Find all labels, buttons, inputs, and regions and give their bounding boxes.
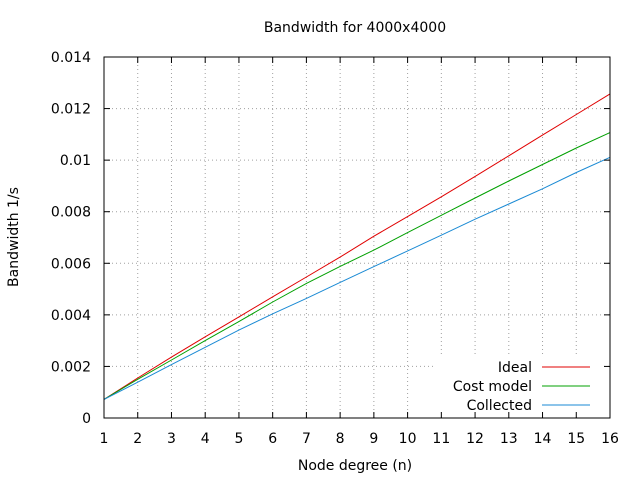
x-tick-label: 5: [234, 431, 243, 447]
chart-title: Bandwidth for 4000x4000: [264, 20, 446, 36]
x-tick-label: 4: [201, 431, 210, 447]
legend-box: [436, 354, 602, 416]
y-tick-label: 0.002: [51, 359, 91, 375]
y-axis-label: Bandwidth 1/s: [6, 187, 22, 287]
y-tick-label: 0.014: [51, 50, 91, 66]
x-tick-label: 10: [399, 431, 417, 447]
x-tick-label: 9: [369, 431, 378, 447]
series-line-collected: [103, 156, 611, 400]
tick-labels: 1 2 3 4 5 6 7 8 9 10 11 12 13 14 15 1600.0020.0040.0060…: [51, 50, 619, 447]
x-tick-label: 6: [268, 431, 277, 447]
y-tick-label: 0.01: [60, 153, 91, 169]
x-tick-label: 13: [500, 431, 518, 447]
x-tick-label: 2: [133, 431, 142, 447]
legend: Ideal Cost model Collected: [453, 360, 590, 414]
x-tick-label: 8: [336, 431, 345, 447]
x-tick-label: 3: [167, 431, 176, 447]
legend-label: Ideal: [498, 360, 532, 376]
legend-label: Cost model: [453, 379, 532, 395]
x-tick-label: 12: [466, 431, 484, 447]
y-tick-label: 0.006: [51, 256, 91, 272]
x-tick-label: 15: [567, 431, 585, 447]
x-tick-label: 1: [100, 431, 109, 447]
series-lines: [103, 93, 611, 400]
x-axis-label: Node degree (n): [298, 458, 412, 474]
x-tick-label: 7: [302, 431, 311, 447]
y-tick-label: 0.008: [51, 205, 91, 221]
plot-frame: [103, 56, 611, 419]
x-tick-label: 16: [601, 431, 619, 447]
axis-ticks: [103, 56, 611, 419]
y-tick-label: 0: [82, 411, 91, 427]
legend-label: Collected: [467, 398, 532, 414]
series-line-cost-model: [103, 132, 611, 400]
x-tick-label: 11: [432, 431, 450, 447]
y-tick-label: 0.004: [51, 308, 91, 324]
y-tick-label: 0.012: [51, 102, 91, 118]
x-tick-label: 14: [534, 431, 552, 447]
series-line-ideal: [103, 93, 611, 400]
